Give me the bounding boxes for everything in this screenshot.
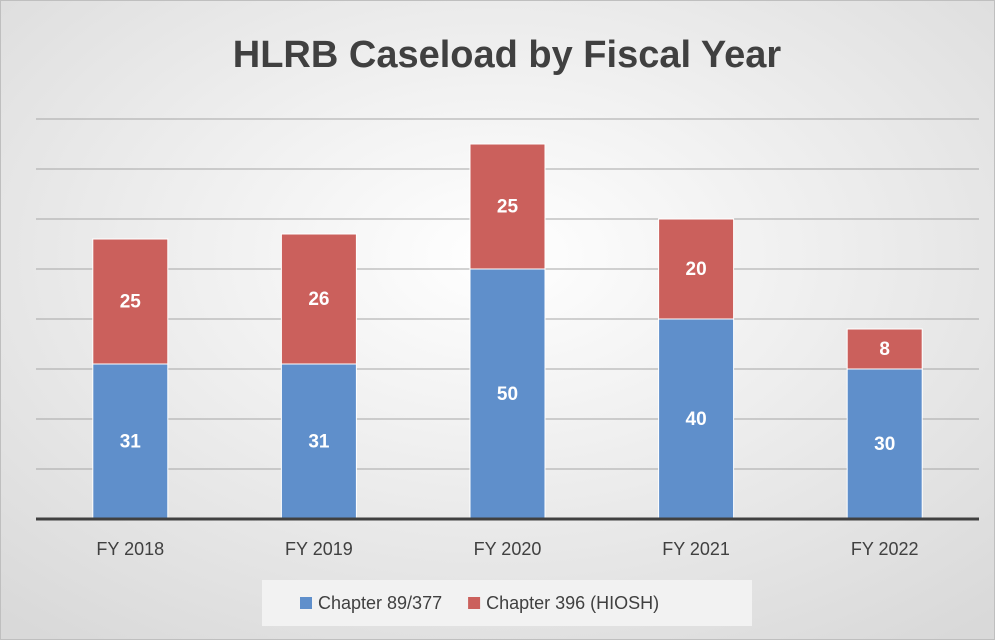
data-label: 25 <box>120 292 142 313</box>
legend-swatch <box>300 597 312 609</box>
x-tick-label: FY 2020 <box>474 539 542 559</box>
bar-segment <box>280 233 357 365</box>
legend-label: Chapter 89/377 <box>318 593 442 613</box>
data-label: 50 <box>497 384 518 405</box>
x-tick-label: FY 2018 <box>96 539 164 559</box>
data-label: 40 <box>686 409 707 430</box>
x-tick-label: FY 2022 <box>851 539 919 559</box>
chart-title: HLRB Caseload by Fiscal Year <box>233 34 782 76</box>
legend-box <box>262 580 752 626</box>
data-label: 26 <box>308 289 329 310</box>
legend-label: Chapter 396 (HIOSH) <box>486 593 659 613</box>
x-tick-label: FY 2021 <box>662 539 730 559</box>
bar-segment <box>846 368 923 520</box>
data-label: 30 <box>874 434 895 455</box>
data-label: 31 <box>308 432 330 453</box>
data-label: 20 <box>686 259 707 280</box>
data-label: 31 <box>120 432 142 453</box>
data-label: 25 <box>497 197 519 218</box>
bar-segment <box>92 238 169 365</box>
legend-swatch <box>468 597 481 609</box>
bar-segment <box>658 318 735 520</box>
bar-segment <box>658 218 735 320</box>
bar-segment <box>846 328 923 370</box>
x-tick-label: FY 2019 <box>285 539 353 559</box>
data-label: 8 <box>879 339 890 360</box>
bar-segment <box>469 268 546 520</box>
bar-segment <box>469 143 546 270</box>
